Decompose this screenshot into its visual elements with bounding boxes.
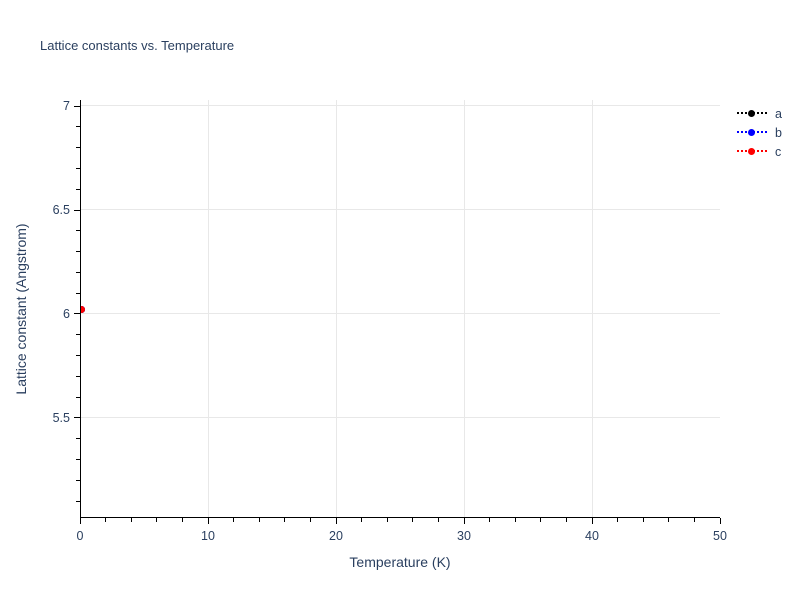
x-gridline <box>336 100 337 517</box>
y-minor-tick <box>76 396 80 398</box>
x-tick-label: 50 <box>713 529 727 543</box>
x-minor-tick <box>233 518 235 522</box>
x-axis-title: Temperature (K) <box>349 554 451 570</box>
y-gridline <box>81 416 720 418</box>
y-minor-tick <box>76 438 80 440</box>
y-minor-tick <box>76 188 80 190</box>
y-gridline <box>81 209 720 210</box>
x-gridline <box>464 100 465 517</box>
legend-item-a[interactable]: a <box>737 104 782 123</box>
x-minor-tick <box>156 518 158 522</box>
y-tick-label: 6.5 <box>52 203 70 217</box>
y-gridline <box>81 312 720 314</box>
x-minor-tick <box>565 518 567 522</box>
y-minor-tick <box>76 334 80 336</box>
x-tick-label: 30 <box>457 529 471 543</box>
x-minor-tick <box>668 518 670 522</box>
x-gridline <box>208 100 209 517</box>
y-gridline <box>81 105 720 107</box>
legend-marker-icon <box>748 129 755 136</box>
y-minor-tick <box>76 167 80 169</box>
x-minor-tick <box>617 518 619 522</box>
x-minor-tick <box>284 518 286 522</box>
legend-sample-a <box>737 107 767 120</box>
y-minor-tick <box>76 271 80 273</box>
x-minor-tick <box>412 518 414 522</box>
y-minor-tick <box>76 459 80 461</box>
x-major-tick <box>79 518 81 524</box>
chart-title: Lattice constants vs. Temperature <box>40 38 235 53</box>
x-minor-tick <box>361 518 363 522</box>
x-minor-tick <box>514 518 516 522</box>
x-major-tick <box>207 518 209 524</box>
y-minor-tick <box>76 292 80 294</box>
y-major-tick <box>74 313 80 315</box>
x-minor-tick <box>130 518 132 522</box>
legend-label-c: c <box>775 144 782 159</box>
x-minor-tick <box>105 518 107 522</box>
y-major-tick <box>74 209 80 211</box>
x-minor-tick <box>540 518 542 522</box>
legend-item-b[interactable]: b <box>737 123 782 142</box>
y-tick-label: 7 <box>63 99 70 114</box>
legend-label-a: a <box>775 106 782 121</box>
x-tick-label: 20 <box>329 529 343 543</box>
x-major-tick <box>335 518 337 524</box>
y-tick-label: 6 <box>63 306 70 321</box>
y-major-tick <box>74 105 80 107</box>
legend-marker-icon <box>748 148 755 155</box>
y-minor-tick <box>76 230 80 232</box>
x-minor-tick <box>693 518 695 522</box>
x-tick-label: 40 <box>585 529 599 543</box>
legend-marker-icon <box>748 110 755 117</box>
y-tick-label: 5.5 <box>52 410 70 425</box>
x-major-tick <box>719 518 721 524</box>
data-point-c[interactable] <box>81 306 85 314</box>
y-major-tick <box>74 417 80 419</box>
plot-area <box>80 100 720 518</box>
legend-item-c[interactable]: c <box>737 142 782 161</box>
x-tick-label: 0 <box>76 529 84 543</box>
x-major-tick <box>591 518 593 524</box>
x-minor-tick <box>642 518 644 522</box>
x-major-tick <box>463 518 465 524</box>
y-minor-tick <box>76 500 80 502</box>
x-minor-tick <box>437 518 439 522</box>
y-minor-tick <box>76 126 80 128</box>
y-minor-tick <box>76 147 80 149</box>
y-minor-tick <box>76 375 80 377</box>
legend-label-b: b <box>775 125 782 140</box>
x-gridline <box>592 100 593 517</box>
x-minor-tick <box>309 518 311 522</box>
y-minor-tick <box>76 251 80 253</box>
x-tick-label: 10 <box>201 529 215 543</box>
y-minor-tick <box>76 355 80 357</box>
y-minor-tick <box>76 479 80 481</box>
x-minor-tick <box>181 518 183 522</box>
legend-sample-b <box>737 126 767 139</box>
x-minor-tick <box>258 518 260 522</box>
legend-sample-c <box>737 145 767 158</box>
x-minor-tick <box>386 518 388 522</box>
x-minor-tick <box>489 518 491 522</box>
